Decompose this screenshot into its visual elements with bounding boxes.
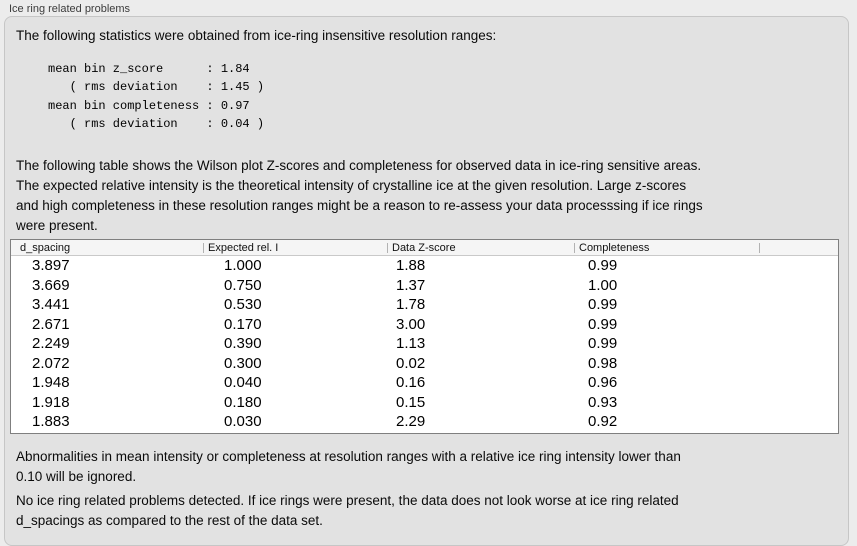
table-cell — [759, 315, 838, 335]
table-body: 3.897 1.000 1.88 0.99 3.669 0.750 1.37 1.00 3.44… — [11, 256, 838, 432]
table-row[interactable]: 2.671 0.170 3.00 0.99 — [11, 315, 838, 335]
table-cell — [759, 295, 838, 315]
table-cell: 0.300 — [224, 354, 262, 372]
table-cell: 1.37 — [396, 276, 426, 294]
table-cell — [759, 393, 838, 413]
table-description-text: The following table shows the Wilson plo… — [16, 158, 703, 233]
table-cell: 2.072 — [32, 354, 70, 372]
table-cell: 0.030 — [224, 413, 262, 431]
table-row[interactable]: 1.883 0.030 2.29 0.92 — [11, 412, 838, 432]
table-cell: 1.000 — [224, 257, 262, 274]
groupbox-title: Ice ring related problems — [9, 3, 131, 15]
table-cell: 0.99 — [588, 296, 618, 314]
table-cell: 1.88 — [396, 257, 426, 274]
table-row[interactable]: 3.441 0.530 1.78 0.99 — [11, 295, 838, 315]
table-cell: 1.13 — [396, 335, 426, 353]
table-cell: 0.170 — [224, 315, 262, 333]
table-row[interactable]: 3.669 0.750 1.37 1.00 — [11, 276, 838, 296]
column-header-completeness[interactable]: Completeness — [574, 240, 759, 255]
table-cell: 0.040 — [224, 374, 262, 392]
table-cell: 1.78 — [396, 296, 426, 314]
table-cell — [759, 354, 838, 374]
table-header: d_spacing Expected rel. I Data Z-score C… — [11, 240, 838, 256]
table-cell: 2.29 — [396, 413, 426, 431]
table-row[interactable]: 1.918 0.180 0.15 0.93 — [11, 393, 838, 413]
column-header-expected-rel-i[interactable]: Expected rel. I — [203, 240, 387, 255]
table-row[interactable]: 2.072 0.300 0.02 0.98 — [11, 354, 838, 374]
table-cell: 0.99 — [588, 257, 618, 274]
table-cell: 0.92 — [588, 413, 618, 431]
table-cell: 3.00 — [396, 315, 426, 333]
table-cell: 0.16 — [396, 374, 426, 392]
table-cell: 2.249 — [32, 335, 70, 353]
table-cell: 0.02 — [396, 354, 426, 372]
table-row[interactable]: 2.249 0.390 1.13 0.99 — [11, 334, 838, 354]
table-row[interactable]: 3.897 1.000 1.88 0.99 — [11, 256, 838, 276]
table-row[interactable]: 1.948 0.040 0.16 0.96 — [11, 373, 838, 393]
column-header-filler — [759, 240, 838, 255]
ice-ring-table: d_spacing Expected rel. I Data Z-score C… — [10, 239, 839, 434]
stats-block: mean bin z_score : 1.84 ( rms deviation … — [48, 62, 265, 131]
ignore-note-text: Abnormalities in mean intensity or compl… — [16, 449, 681, 484]
table-cell — [759, 256, 838, 276]
table-cell: 0.180 — [224, 393, 262, 411]
column-header-d-spacing[interactable]: d_spacing — [20, 242, 71, 254]
table-cell — [759, 412, 838, 432]
table-cell: 3.897 — [32, 257, 70, 274]
table-cell: 0.390 — [224, 335, 262, 353]
table-cell: 3.669 — [32, 276, 70, 294]
table-cell: 0.99 — [588, 315, 618, 333]
table-cell: 1.883 — [32, 413, 70, 431]
table-cell: 2.671 — [32, 315, 70, 333]
table-cell — [759, 276, 838, 296]
table-cell: 0.98 — [588, 354, 618, 372]
table-cell: 1.918 — [32, 393, 70, 411]
ice-ring-groupbox: The following statistics were obtained f… — [4, 16, 849, 546]
table-cell — [759, 373, 838, 393]
table-cell: 3.441 — [32, 296, 70, 314]
table-cell: 0.96 — [588, 374, 618, 392]
table-cell: 0.15 — [396, 393, 426, 411]
table-cell: 0.750 — [224, 276, 262, 294]
table-cell: 1.948 — [32, 374, 70, 392]
table-cell — [759, 334, 838, 354]
stats-intro-text: The following statistics were obtained f… — [16, 28, 497, 43]
table-cell: 0.93 — [588, 393, 618, 411]
table-cell: 1.00 — [588, 276, 618, 294]
conclusion-text: No ice ring related problems detected. I… — [16, 493, 679, 528]
column-header-data-z-score[interactable]: Data Z-score — [387, 240, 574, 255]
table-cell: 0.99 — [588, 335, 618, 353]
table-cell: 0.530 — [224, 296, 262, 314]
